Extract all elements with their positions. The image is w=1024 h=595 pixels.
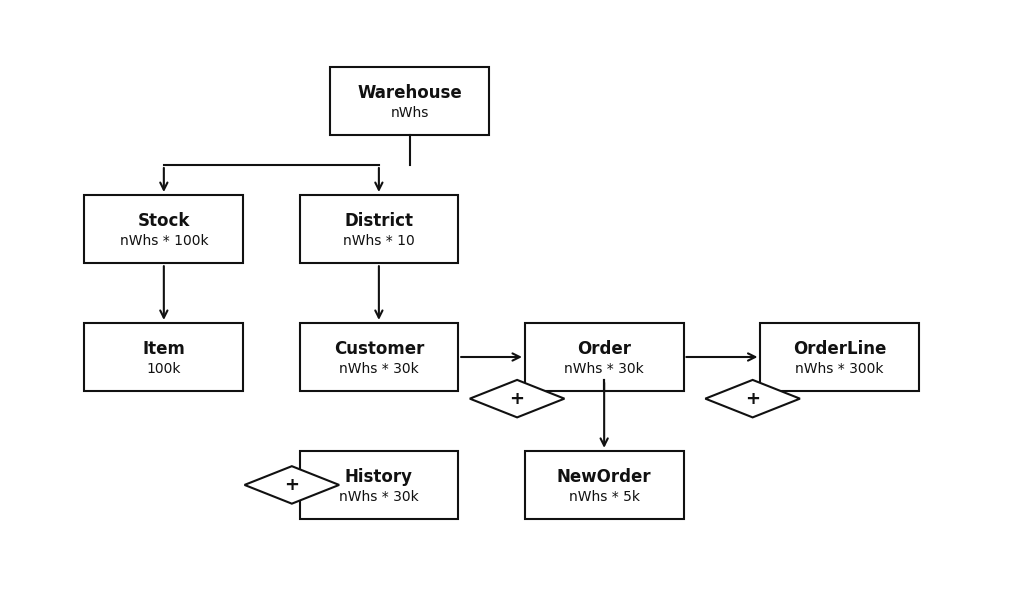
Text: +: + [745,390,760,408]
Text: nWhs * 30k: nWhs * 30k [339,490,419,504]
Bar [299,322,459,392]
Text: nWhs * 300k: nWhs * 300k [796,362,884,376]
Bar [524,451,684,519]
Bar [524,322,684,392]
Text: nWhs * 5k: nWhs * 5k [568,490,640,504]
Text: nWhs * 10: nWhs * 10 [343,234,415,248]
Bar [330,67,489,136]
Text: Customer: Customer [334,340,424,358]
Text: Stock: Stock [137,212,190,230]
Polygon shape [245,466,339,503]
Bar [84,195,244,264]
Text: Warehouse: Warehouse [357,84,462,102]
Text: nWhs * 30k: nWhs * 30k [339,362,419,376]
Text: District: District [344,212,414,230]
Text: +: + [285,476,299,494]
Bar [299,451,459,519]
Text: nWhs * 100k: nWhs * 100k [120,234,208,248]
Text: Item: Item [142,340,185,358]
Text: nWhs * 30k: nWhs * 30k [564,362,644,376]
Text: OrderLine: OrderLine [793,340,887,358]
Text: +: + [510,390,524,408]
Polygon shape [706,380,800,418]
Bar [760,322,920,392]
Bar [299,195,459,264]
Polygon shape [470,380,564,418]
Text: Order: Order [578,340,631,358]
Text: NewOrder: NewOrder [557,468,651,486]
Text: History: History [345,468,413,486]
Text: nWhs: nWhs [390,107,429,120]
Bar [84,322,244,392]
Text: 100k: 100k [146,362,181,376]
